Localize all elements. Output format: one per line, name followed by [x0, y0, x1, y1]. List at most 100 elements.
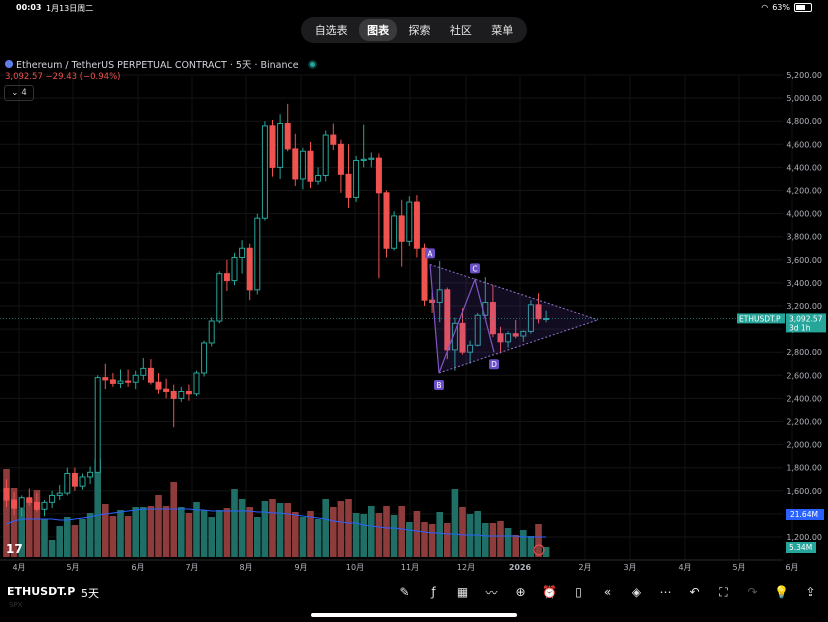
volume-bar — [208, 517, 215, 557]
volume-bar — [178, 507, 185, 557]
candle-body — [406, 201, 413, 242]
chart-style-icon[interactable]: 〰 — [485, 585, 498, 600]
candle-body — [375, 157, 382, 194]
volume-bars — [3, 459, 550, 557]
candle-body — [140, 367, 147, 376]
candle-body — [94, 377, 101, 473]
candle-body — [18, 497, 25, 509]
tab-menu[interactable]: 菜单 — [491, 24, 514, 37]
candle-body — [125, 380, 132, 383]
candle-icon[interactable]: ▯ — [575, 585, 582, 599]
tradingview-logo: 17 — [6, 542, 23, 556]
candle-body — [345, 173, 352, 198]
time-axis: 4月 5月 6月 7月 8月 9月 10月 11月 12月 2026 2月 3月 4月 5月 6月 — [0, 559, 799, 572]
battery-icon — [794, 3, 812, 12]
price-tick-label: 4,600.00 — [786, 140, 822, 149]
redo-icon[interactable]: ↷ — [747, 585, 758, 599]
volume-bar — [26, 499, 33, 557]
replay-icon[interactable]: « — [603, 585, 612, 599]
timeframe-button[interactable]: 5天 — [81, 587, 99, 600]
share-icon[interactable]: ⇪ — [805, 585, 816, 599]
volume-bar — [216, 510, 223, 557]
tab-chart[interactable]: 图表 — [359, 19, 398, 41]
volume-bar — [170, 482, 177, 557]
tab-community[interactable]: 社区 — [449, 24, 472, 37]
add-icon[interactable]: ⊕ — [515, 585, 526, 599]
volume-bar — [368, 506, 375, 557]
chart-legend[interactable]: Ethereum / TetherUS PERPETUAL CONTRACT ·… — [5, 57, 317, 71]
candle-body — [26, 497, 33, 503]
indicators-toggle-button[interactable]: ⌄ 4 — [4, 85, 34, 101]
volume-bar — [307, 511, 314, 557]
more-icon[interactable]: ⋯ — [659, 585, 672, 599]
pattern-upper-line — [429, 263, 599, 321]
time-tick-label: 10月 — [346, 563, 364, 572]
pattern-point-d: D — [489, 359, 499, 370]
status-time: 00:03 — [16, 3, 42, 12]
volume-ma-badge-label: 5.34M — [789, 543, 812, 552]
price-tick-label: 1,600.00 — [786, 487, 822, 496]
candle-body — [505, 333, 512, 343]
fullscreen-icon[interactable]: ⛶ — [719, 584, 728, 599]
price-tick-label: 5,000.00 — [786, 94, 822, 103]
alarm-icon[interactable]: ⏰ — [542, 585, 557, 599]
pattern-badge — [489, 359, 499, 370]
volume-ma-line — [6, 508, 547, 538]
candle-body — [360, 158, 367, 161]
volume-bar — [428, 524, 436, 557]
candle-body — [64, 472, 71, 494]
volume-bar — [132, 507, 139, 557]
symbol-title[interactable]: Ethereum / TetherUS PERPETUAL CONTRACT ·… — [16, 60, 299, 71]
status-bar: 00:03 1月13日周二 ◠ 63% — [0, 0, 828, 14]
candle-body — [223, 273, 230, 282]
volume-bar — [254, 517, 261, 557]
candle-body — [383, 192, 390, 249]
symbol-badge — [737, 313, 785, 324]
time-tick-label: 2月 — [578, 563, 591, 572]
volume-bar — [444, 523, 451, 557]
candle-body — [284, 123, 291, 150]
layout-grid-icon[interactable]: ▦ — [456, 585, 469, 599]
volume-bar — [451, 489, 459, 557]
status-date: 1月13日周二 — [46, 4, 94, 13]
candle-body — [79, 476, 86, 487]
time-tick-label: 7月 — [185, 563, 198, 572]
candles — [3, 103, 550, 517]
candle-body — [132, 374, 139, 383]
volume-bar — [109, 516, 117, 557]
time-tick-label: 5月 — [732, 563, 745, 572]
pattern-badge-label: A — [427, 249, 433, 258]
pencil-icon[interactable]: ✎ — [399, 585, 410, 599]
volume-bar — [261, 501, 269, 557]
indicators-icon[interactable]: ƒ — [431, 585, 436, 599]
candle-body — [337, 143, 344, 175]
tab-watchlist[interactable]: 自选表 — [314, 24, 348, 37]
price-chart[interactable]: A B C D 5,200.00 5,000.00 4,800.00 4,600.00 4,4… — [0, 0, 828, 575]
volume-bar — [41, 519, 48, 557]
volume-bar — [504, 528, 512, 557]
price-tick-label: 2,000.00 — [786, 441, 822, 450]
lightbulb-icon[interactable]: 💡 — [774, 585, 789, 599]
candle-body — [231, 256, 238, 282]
symbol-button[interactable]: ETHUSDT.P — [7, 585, 76, 598]
candle-body — [429, 299, 436, 304]
lightning-icon — [533, 544, 545, 556]
volume-bar — [246, 507, 253, 557]
pattern-badge-label: B — [436, 381, 441, 390]
candle-body — [117, 380, 124, 384]
candle-body — [269, 125, 276, 168]
tab-explore[interactable]: 探索 — [408, 24, 431, 37]
volume-bar — [542, 547, 550, 557]
candle-body — [185, 390, 192, 395]
compare-symbol: SPX — [9, 601, 23, 609]
undo-icon[interactable]: ↶ — [689, 585, 700, 599]
time-tick-label: 5月 — [66, 563, 79, 572]
battery-percent: 63% — [772, 3, 790, 12]
time-tick-label: 8月 — [239, 563, 252, 572]
layers-icon[interactable]: ◈ — [631, 585, 642, 599]
candle-body — [246, 247, 253, 291]
volume-bar — [124, 516, 132, 557]
volume-bar — [330, 507, 337, 557]
candle-body — [49, 494, 56, 503]
